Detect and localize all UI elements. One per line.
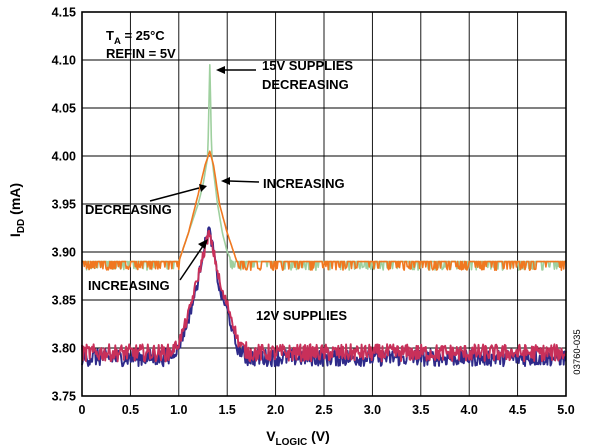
annotation-decreasing-upper: DECREASING (85, 202, 172, 217)
series-line-4 (81, 229, 567, 363)
y-tick-label: 4.05 (52, 102, 76, 116)
x-tick-label: 3.5 (412, 403, 429, 417)
arrow-increasing-upper-head (221, 177, 230, 185)
x-tick-label: 4.5 (509, 403, 526, 417)
annotation-increasing-lower: INCREASING (88, 278, 170, 293)
y-tick-label: 3.75 (52, 390, 76, 404)
arrow-15v-head (216, 66, 225, 74)
arrows (149, 66, 260, 281)
y-tick-label: 3.95 (52, 198, 76, 212)
x-tick-label: 5.0 (557, 403, 574, 417)
figure-code: 03760-035 (572, 329, 583, 374)
arrow-decreasing-upper-head (199, 184, 207, 192)
x-tick-label: 0.5 (122, 403, 139, 417)
series-group (81, 64, 567, 368)
y-tick-label: 3.85 (52, 294, 76, 308)
y-axis-label: IDD (mA) (7, 183, 27, 237)
y-tick-labels: 3.75 3.80 3.85 3.90 3.95 4.00 4.05 4.10 4.15 (52, 6, 76, 404)
y-tick-label: 3.80 (52, 342, 76, 356)
x-tick-label: 2.0 (267, 403, 284, 417)
y-tick-label: 4.00 (52, 150, 76, 164)
plot-frame (81, 11, 567, 397)
arrow-decreasing-upper (149, 187, 200, 202)
y-tick-label: 3.90 (52, 246, 76, 260)
y-tick-label: 4.10 (52, 54, 76, 68)
x-tick-labels: 0 0.5 1.0 1.5 2.0 2.5 3.0 3.5 4.0 4.5 5.0 (79, 403, 575, 417)
x-tick-label: 4.0 (461, 403, 478, 417)
annotation-12v-supplies: 12V SUPPLIES (256, 308, 347, 323)
arrow-increasing-lower (179, 245, 204, 281)
x-tick-label: 2.5 (315, 403, 332, 417)
annotation-increasing-upper: INCREASING (263, 176, 345, 191)
x-axis-label: VLOGIC (V) (266, 428, 330, 448)
x-tick-label: 1.0 (170, 403, 187, 417)
x-tick-label: 0 (79, 403, 86, 417)
annotation-15v-supplies: 15V SUPPLIES (262, 58, 353, 73)
series-line-2 (82, 150, 566, 271)
condition-ta: TA = 25°C (106, 28, 165, 47)
arrow-increasing-upper (228, 180, 260, 183)
condition-refin: REFIN = 5V (106, 46, 176, 61)
y-tick-label: 4.15 (52, 6, 76, 20)
x-tick-label: 3.0 (364, 403, 381, 417)
x-tick-label: 1.5 (219, 403, 236, 417)
arrow-increasing-lower-head (198, 239, 208, 249)
annotation-15v-decreasing: DECREASING (262, 77, 349, 92)
